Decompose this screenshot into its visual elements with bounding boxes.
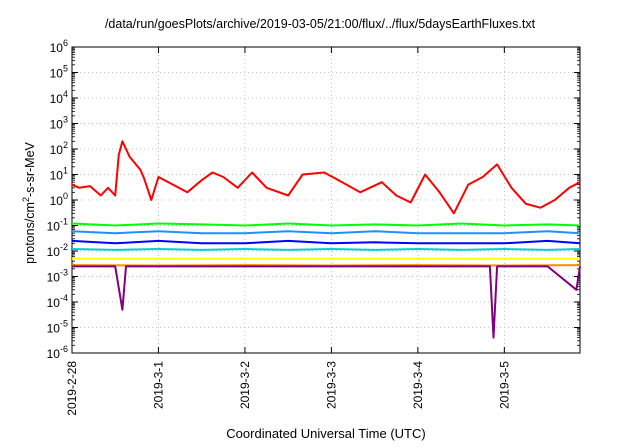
y-tick-label: 10-3 — [47, 268, 68, 285]
series-line-3 — [71, 230, 581, 235]
y-tick-label: 103 — [50, 115, 68, 132]
series-layer — [71, 140, 581, 339]
y-tick-label: 10-2 — [47, 242, 68, 259]
y-tick-label: 102 — [50, 140, 68, 157]
y-tick-label: 106 — [50, 38, 68, 55]
x-tick-label: 2019-3-5 — [497, 361, 511, 409]
grid-lines — [72, 46, 580, 354]
x-tick-label: 2019-3-2 — [238, 361, 252, 409]
x-tick-label: 2019-3-4 — [411, 361, 425, 409]
series-line-8 — [72, 265, 581, 339]
y-tick-label: 10-5 — [47, 319, 68, 336]
y-tick-label: 104 — [50, 89, 68, 106]
y-tick-label: 101 — [50, 166, 68, 183]
plot-border — [71, 46, 581, 354]
y-axis-label: protons/cm2-s-sr-MeV — [20, 142, 38, 264]
x-tick-label: 2019-3-3 — [324, 361, 338, 409]
y-tick-label: 105 — [50, 64, 68, 81]
y-tick-label: 100 — [50, 191, 68, 208]
x-axis-label: Coordinated Universal Time (UTC) — [226, 426, 426, 441]
series-line-1 — [71, 140, 581, 215]
y-tick-label: 10-1 — [47, 217, 68, 234]
x-tick-label: 2019-2-28 — [65, 361, 79, 416]
y-tick-label: 10-4 — [47, 293, 68, 310]
y-tick-label: 10-6 — [47, 344, 68, 361]
series-line-5 — [71, 248, 581, 251]
tick-labels: 10-6 10-5 10-4 10-3 10-2 10-1 100 101 102 103 104 1… — [47, 38, 512, 416]
series-line-4 — [71, 239, 581, 245]
plot-frame — [71, 46, 581, 354]
series-line-2 — [71, 222, 581, 227]
x-tick-label: 2019-3-1 — [151, 361, 165, 409]
chart-title: /data/run/goesPlots/archive/2019-03-05/2… — [104, 17, 536, 31]
